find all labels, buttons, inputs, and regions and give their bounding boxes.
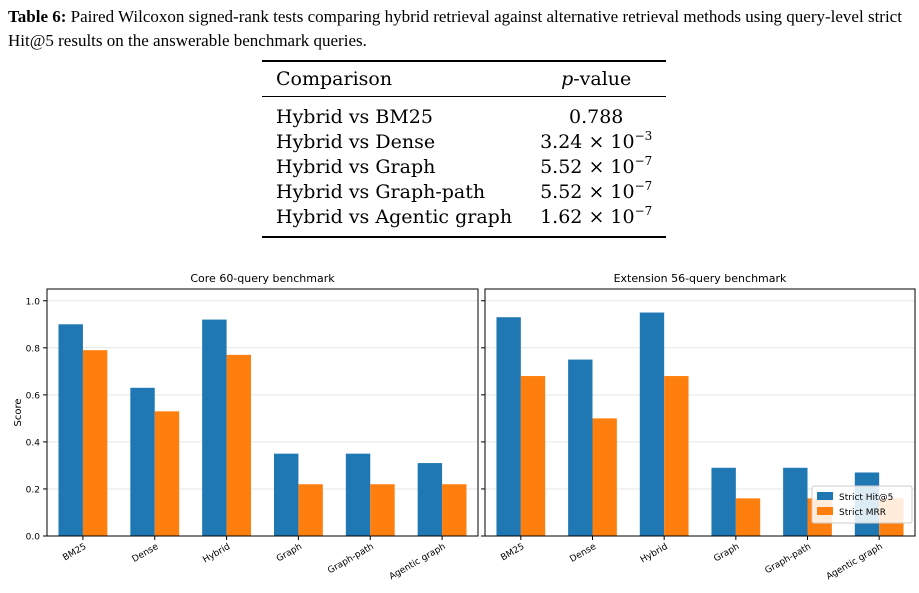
y-tick-label: 0.4 (26, 438, 41, 448)
bar-hit5 (273, 453, 299, 536)
bar-mrr (735, 498, 761, 536)
plot-frame (46, 288, 479, 537)
score-bar-charts: Core 60-query benchmark 0.0 0.2 0.4 0.6 0.8 1.… (13, 272, 916, 582)
p-value-cell: 0.788 (568, 106, 624, 128)
x-tick-label: Graph-path (764, 542, 813, 576)
bar-mrr (370, 484, 395, 536)
bar-mrr (154, 411, 180, 536)
x-tick-label: BM25 (61, 542, 88, 563)
legend-box (811, 485, 913, 524)
bar-mrr (592, 418, 617, 536)
bar-mrr (298, 484, 323, 536)
p-value-header: p-value (561, 68, 632, 90)
y-tick-label: 0.2 (26, 485, 40, 495)
table-row: Hybrid vs BM25 0.788 (262, 97, 666, 131)
table-row: Hybrid vs Agentic graph 1.62 × 10−7 (262, 204, 667, 237)
table-row: Hybrid vs Graph-path 5.52 × 10−7 (262, 180, 666, 205)
bar-hit5 (496, 317, 521, 536)
chart-title: Extension 56-query benchmark (614, 272, 787, 285)
x-tick-label: Hybrid (201, 542, 232, 566)
bar-hit5 (130, 387, 155, 536)
y-tick-label: 0.0 (26, 533, 41, 543)
table-row: Hybrid vs Dense 3.24 × 10−3 (262, 130, 666, 155)
bar-hit5 (417, 463, 443, 536)
y-tick-label: 0.8 (26, 344, 41, 354)
x-tick-label: Graph (712, 542, 741, 564)
bar-mrr (226, 354, 252, 536)
table-caption: Table 6: Paired Wilcoxon signed-rank tes… (8, 5, 913, 53)
legend-label: Strict Hit@5 (839, 493, 893, 503)
bar-hit5 (58, 324, 83, 536)
p-value-cell: 5.52 × 10−7 (540, 154, 653, 178)
caption-text: Paired Wilcoxon signed-rank tests compar… (8, 7, 902, 50)
x-tick-label: Graph (275, 542, 304, 564)
x-tick-label: Dense (131, 542, 161, 565)
bar-hit5 (783, 467, 808, 536)
comparison-cell: Hybrid vs Dense (276, 131, 436, 153)
bar-hit5 (639, 312, 665, 536)
x-tick-label: Graph-path (326, 542, 375, 576)
legend-label: Strict MRR (839, 508, 886, 518)
x-tick-label: Agentic graph (388, 542, 448, 582)
table-row: Hybrid vs Graph 5.52 × 10−7 (262, 155, 666, 180)
chart-title: Core 60-query benchmark (190, 272, 335, 285)
plot-frame (484, 288, 916, 537)
x-tick-label: Hybrid (639, 542, 670, 566)
y-axis-label: Score (13, 398, 24, 426)
comparison-cell: Hybrid vs Graph-path (276, 181, 486, 203)
bar-hit5 (711, 467, 736, 536)
bar-mrr (664, 376, 689, 536)
wilcoxon-table: Comparison p-value Hybrid vs BM25 0.788 Hy… (262, 60, 667, 238)
y-tick-label: 1.0 (26, 297, 41, 307)
x-tick-label: BM25 (499, 542, 526, 563)
bar-hit5 (345, 453, 371, 536)
p-value-cell: 5.52 × 10−7 (540, 179, 653, 203)
table-header-row: Comparison p-value (262, 61, 667, 97)
bar-mrr (442, 484, 467, 536)
bar-hit5 (568, 359, 593, 536)
comparison-cell: Hybrid vs Graph (276, 156, 436, 178)
bar-hit5 (202, 319, 227, 536)
caption-label: Table 6: (8, 7, 67, 26)
legend-swatch (817, 507, 833, 515)
comparison-header: Comparison (276, 68, 393, 90)
bar-mrr (520, 376, 546, 536)
x-tick-label: Dense (568, 542, 598, 565)
bar-mrr (82, 350, 108, 536)
p-value-cell: 3.24 × 10−3 (540, 129, 653, 153)
comparison-cell: Hybrid vs Agentic graph (276, 206, 513, 228)
p-value-cell: 1.62 × 10−7 (540, 204, 653, 228)
y-tick-label: 0.6 (26, 391, 41, 401)
comparison-cell: Hybrid vs BM25 (276, 106, 433, 128)
x-tick-label: Agentic graph (825, 542, 885, 582)
legend-swatch (817, 492, 833, 500)
